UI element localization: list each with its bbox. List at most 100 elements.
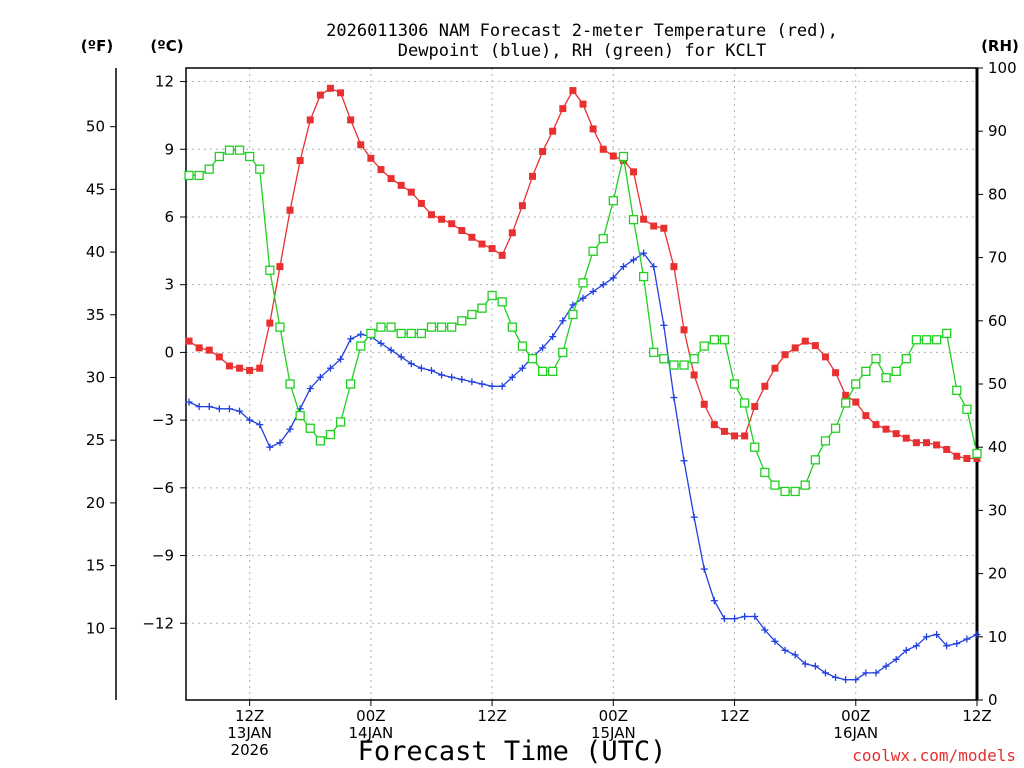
rh-tick-label: 40 bbox=[988, 438, 1007, 456]
rh-point bbox=[669, 360, 679, 370]
temperature-point bbox=[256, 364, 264, 372]
rh-point bbox=[234, 145, 245, 155]
rh-point bbox=[780, 486, 790, 497]
dewpoint-point bbox=[518, 364, 526, 372]
fahrenheit-tick-label: 20 bbox=[86, 494, 105, 512]
temperature-point bbox=[842, 391, 850, 399]
rh-point bbox=[861, 366, 871, 377]
temperature-point bbox=[225, 362, 233, 370]
rh-point bbox=[507, 322, 517, 332]
rh-point bbox=[366, 328, 376, 339]
rh-point bbox=[487, 290, 497, 301]
dewpoint-point bbox=[377, 339, 385, 347]
rh-point bbox=[194, 170, 204, 181]
temperature-point bbox=[195, 344, 203, 352]
rh-point bbox=[537, 366, 548, 377]
rh-point bbox=[396, 328, 406, 339]
temperature-point bbox=[650, 222, 658, 230]
rh-point bbox=[719, 335, 730, 345]
rh-point bbox=[638, 271, 649, 282]
credit-label: coolwx.com/models bbox=[852, 746, 1016, 765]
rh-point bbox=[295, 410, 305, 421]
rh-point bbox=[709, 335, 719, 345]
rh-point bbox=[558, 347, 568, 358]
rh-point bbox=[659, 354, 669, 364]
temperature-point bbox=[801, 337, 809, 345]
dewpoint-point bbox=[246, 416, 254, 424]
fahrenheit-tick-label: 40 bbox=[86, 243, 105, 261]
dewpoint-point bbox=[195, 403, 203, 411]
dewpoint-point bbox=[387, 346, 395, 354]
temperature-point bbox=[286, 206, 294, 214]
dewpoint-point bbox=[256, 421, 264, 429]
rh-point bbox=[214, 151, 224, 162]
temperature-point bbox=[953, 452, 961, 460]
rh-tick-label: 30 bbox=[988, 501, 1007, 519]
temperature-point bbox=[185, 337, 193, 345]
temperature-point bbox=[387, 175, 395, 183]
temperature-point bbox=[377, 166, 385, 174]
rh-point bbox=[810, 455, 821, 465]
temperature-point bbox=[316, 91, 324, 99]
temperature-point bbox=[751, 403, 759, 411]
fahrenheit-tick-label: 10 bbox=[86, 619, 105, 637]
temperature-point bbox=[529, 172, 537, 180]
series-dewpoint bbox=[185, 249, 981, 684]
temperature-point bbox=[640, 215, 648, 223]
dewpoint-point bbox=[609, 274, 617, 282]
temperature-point bbox=[246, 366, 254, 374]
rh-point bbox=[305, 423, 315, 433]
temperature-point bbox=[478, 240, 486, 248]
dewpoint-point bbox=[862, 669, 870, 677]
dewpoint-point bbox=[549, 333, 557, 341]
dewpoint-point bbox=[266, 443, 274, 451]
series-line-rh bbox=[189, 149, 978, 493]
dewpoint-point bbox=[771, 637, 779, 645]
dewpoint-point bbox=[892, 655, 900, 663]
temperature-point bbox=[943, 445, 951, 453]
rh-point bbox=[790, 486, 800, 497]
rh-point bbox=[881, 373, 891, 383]
fahrenheit-unit-label: (ºF) bbox=[81, 37, 113, 55]
dewpoint-point bbox=[922, 633, 930, 641]
x-tick-label: 12Z bbox=[235, 707, 264, 725]
rh-point bbox=[244, 151, 255, 162]
temperature-point bbox=[337, 89, 345, 97]
temperature-point bbox=[438, 215, 446, 223]
rh-tick-label: 10 bbox=[988, 628, 1007, 646]
rh-point bbox=[548, 366, 558, 377]
rh-point bbox=[386, 322, 396, 332]
dewpoint-point bbox=[741, 612, 749, 620]
rh-point bbox=[436, 322, 447, 332]
dewpoint-point bbox=[438, 371, 446, 379]
dewpoint-point bbox=[670, 394, 678, 402]
temperature-point bbox=[710, 421, 718, 429]
temperature-point bbox=[741, 432, 749, 440]
temperature-point bbox=[862, 412, 870, 420]
rh-point bbox=[376, 322, 386, 332]
dewpoint-point bbox=[326, 364, 334, 372]
rh-point bbox=[628, 215, 639, 225]
temperature-point bbox=[680, 326, 688, 334]
dewpoint-point bbox=[559, 317, 567, 325]
rh-point bbox=[416, 328, 427, 339]
temperature-point bbox=[508, 229, 516, 237]
dewpoint-point bbox=[842, 676, 850, 684]
temperature-point bbox=[630, 168, 638, 176]
rh-point bbox=[841, 398, 851, 408]
rh-point bbox=[911, 335, 922, 345]
temperature-point bbox=[266, 319, 274, 327]
dewpoint-point bbox=[185, 398, 193, 406]
fahrenheit-tick-label: 50 bbox=[86, 118, 105, 136]
dewpoint-point bbox=[337, 355, 345, 363]
dewpoint-point bbox=[963, 635, 971, 643]
rh-point bbox=[204, 164, 214, 174]
dewpoint-point bbox=[630, 256, 638, 264]
fahrenheit-tick-label: 30 bbox=[86, 368, 105, 386]
rh-point bbox=[952, 385, 962, 395]
temperature-point bbox=[407, 188, 415, 196]
rh-point bbox=[901, 354, 911, 364]
rh-point bbox=[255, 164, 265, 174]
temperature-point bbox=[973, 454, 981, 462]
dewpoint-point bbox=[902, 646, 910, 654]
